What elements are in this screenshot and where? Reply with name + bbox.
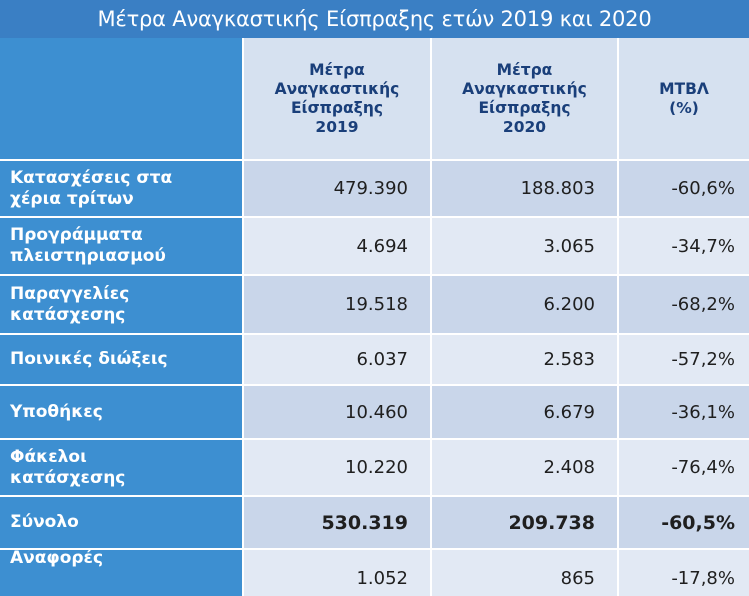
- header-2019-line: Μέτρα: [309, 60, 365, 79]
- row-label: Σύνολο: [0, 496, 244, 550]
- value-2019: 479.390: [243, 160, 432, 218]
- value-change: -17,8%: [618, 549, 749, 596]
- value-2019: 10.460: [243, 385, 432, 440]
- value-change: -60,6%: [618, 160, 749, 218]
- value-2019: 530.319: [243, 496, 432, 550]
- table-title: Μέτρα Αναγκαστικής Είσπραξης ετών 2019 κ…: [0, 0, 749, 38]
- value-2019: 19.518: [243, 275, 432, 335]
- header-change-line: ΜΤΒΛ: [659, 79, 709, 98]
- value-change: -36,1%: [618, 385, 749, 440]
- row-label: Κατασχέσεις στα χέρια τρίτων: [0, 160, 244, 218]
- value-2020: 188.803: [431, 160, 619, 218]
- header-2020-line: 2020: [502, 117, 547, 136]
- table-row: Αναφορές 1.052 865 -17,8%: [0, 549, 749, 596]
- header-2019-line: 2019: [315, 117, 359, 136]
- value-change: -34,7%: [618, 217, 749, 276]
- table-row: Ποινικές διώξεις 6.037 2.583 -57,2%: [0, 334, 749, 386]
- value-2020: 6.200: [431, 275, 619, 335]
- header-2020-line: Είσπραξης: [478, 98, 571, 117]
- value-2020: 865: [431, 549, 619, 596]
- value-change: -57,2%: [618, 334, 749, 386]
- value-change: -76,4%: [618, 439, 749, 497]
- value-2020: 6.679: [431, 385, 619, 440]
- header-change-line: (%): [669, 98, 699, 117]
- row-label: Αναφορές: [0, 549, 244, 596]
- row-label: Παραγγελίες κατάσχεσης: [0, 275, 244, 335]
- total-row: Σύνολο 530.319 209.738 -60,5%: [0, 496, 749, 550]
- value-2019: 1.052: [243, 549, 432, 596]
- table-row: Κατασχέσεις στα χέρια τρίτων 479.390 188.…: [0, 160, 749, 218]
- header-2019-line: Αναγκαστικής: [274, 79, 400, 98]
- header-2019-line: Είσπραξης: [290, 98, 384, 117]
- row-label: Προγράμματα πλειστηριασμού: [0, 217, 244, 276]
- value-2019: 10.220: [243, 439, 432, 497]
- header-2020-line: Αναγκαστικής: [462, 79, 587, 98]
- row-label: Φάκελοι κατάσχεσης: [0, 439, 244, 497]
- row-label: Ποινικές διώξεις: [0, 334, 244, 386]
- table-row: Υποθήκες 10.460 6.679 -36,1%: [0, 385, 749, 440]
- table-row: Φάκελοι κατάσχεσης 10.220 2.408 -76,4%: [0, 439, 749, 497]
- header-corner-cell: [0, 38, 244, 161]
- value-2020: 209.738: [431, 496, 619, 550]
- value-2020: 3.065: [431, 217, 619, 276]
- value-2019: 6.037: [243, 334, 432, 386]
- table-row: Παραγγελίες κατάσχεσης 19.518 6.200 -68,2…: [0, 275, 749, 335]
- header-2019: Μέτρα Αναγκαστικής Είσπραξης 2019: [243, 38, 432, 161]
- value-2019: 4.694: [243, 217, 432, 276]
- header-row: Μέτρα Αναγκαστικής Είσπραξης 2019 Μέτρα …: [0, 38, 749, 161]
- collection-measures-table: Μέτρα Αναγκαστικής Είσπραξης 2019 Μέτρα …: [0, 38, 749, 596]
- header-2020-line: Μέτρα: [496, 60, 553, 79]
- row-label: Υποθήκες: [0, 385, 244, 440]
- value-2020: 2.408: [431, 439, 619, 497]
- header-change: ΜΤΒΛ (%): [618, 38, 749, 161]
- value-2020: 2.583: [431, 334, 619, 386]
- value-change: -60,5%: [618, 496, 749, 550]
- header-2020: Μέτρα Αναγκαστικής Είσπραξης 2020: [431, 38, 619, 161]
- value-change: -68,2%: [618, 275, 749, 335]
- table-row: Προγράμματα πλειστηριασμού 4.694 3.065 -3…: [0, 217, 749, 276]
